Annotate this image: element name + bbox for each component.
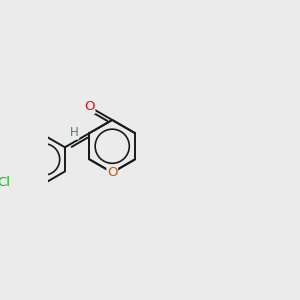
Text: H: H (70, 126, 79, 139)
Text: O: O (107, 166, 118, 179)
Text: Cl: Cl (0, 176, 10, 189)
Text: O: O (84, 100, 95, 113)
